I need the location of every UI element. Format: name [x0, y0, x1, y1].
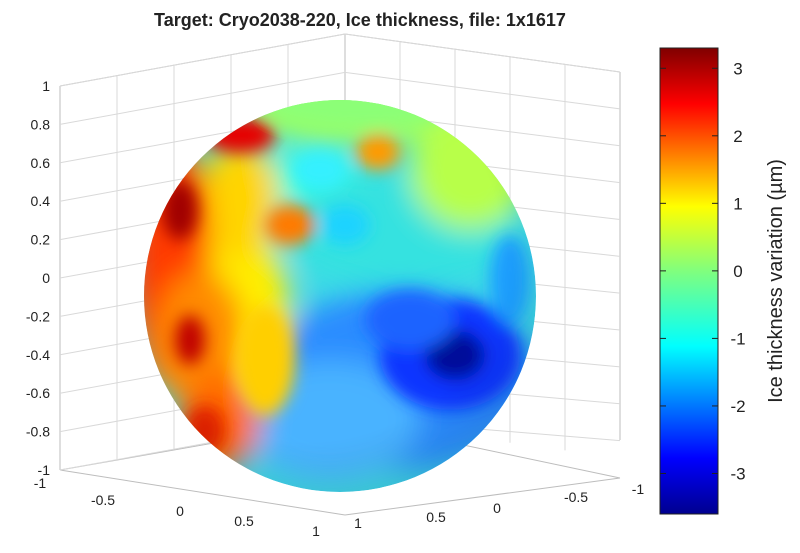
colorbar-tick-label: 1 [733, 194, 742, 213]
colorbar-tick-label: 3 [733, 59, 742, 78]
z-tick-label: 1 [42, 78, 50, 94]
y-axis-ticks: 1 0.5 0 -0.5 -1 [354, 481, 644, 531]
colorbar-tick-label: 2 [733, 127, 742, 146]
chart-title: Target: Cryo2038-220, Ice thickness, fil… [154, 10, 566, 30]
z-axis-ticks: 1 0.8 0.6 0.4 0.2 0 -0.2 -0.4 -0.6 -0.8 -1 [26, 78, 50, 478]
z-tick-label: 0 [42, 270, 50, 286]
colorbar-tick-label: -3 [730, 464, 745, 483]
x-tick-label: -0.5 [91, 492, 115, 508]
z-tick-label: -0.4 [26, 347, 50, 363]
colorbar-tick-label: -1 [730, 329, 745, 348]
grid-line-z [59, 33, 621, 87]
grid-line-z [59, 71, 621, 125]
z-tick-label: -1 [38, 462, 51, 478]
x-axis-ticks: -1 -0.5 0 0.5 1 [34, 475, 320, 539]
colorbar: 3 2 1 0 -1 -2 -3 Ice thickness variation (µm) [659, 47, 787, 515]
z-tick-label: 0.4 [31, 193, 51, 209]
box-edge-floor-left [59, 469, 346, 516]
x-tick-label: 0 [176, 503, 184, 519]
z-tick-label: -0.6 [26, 385, 50, 401]
x-tick-label: 0.5 [234, 513, 254, 529]
z-tick-label: 0.2 [31, 232, 51, 248]
colorbar-ticks: 3 2 1 0 -1 -2 -3 [660, 59, 746, 483]
colorbar-tick-label: 0 [733, 262, 742, 281]
x-tick-label: 1 [312, 523, 320, 539]
z-tick-label: 0.6 [31, 155, 51, 171]
colorbar-tick-label: -2 [730, 397, 745, 416]
x-tick-label: -1 [34, 475, 47, 491]
y-tick-label: 0 [493, 500, 501, 516]
box-edge-floor-right [344, 477, 621, 516]
z-tick-label: -0.2 [26, 308, 50, 324]
z-tick-label: -0.8 [26, 424, 50, 440]
y-tick-label: 0.5 [426, 509, 446, 525]
sphere-surface [144, 100, 536, 492]
colorbar-gradient [659, 47, 719, 515]
colorbar-label: Ice thickness variation (µm) [765, 159, 787, 403]
y-tick-label: 1 [354, 515, 362, 531]
y-tick-label: -0.5 [564, 489, 588, 505]
y-tick-label: -1 [632, 481, 645, 497]
z-tick-label: 0.8 [31, 116, 51, 132]
